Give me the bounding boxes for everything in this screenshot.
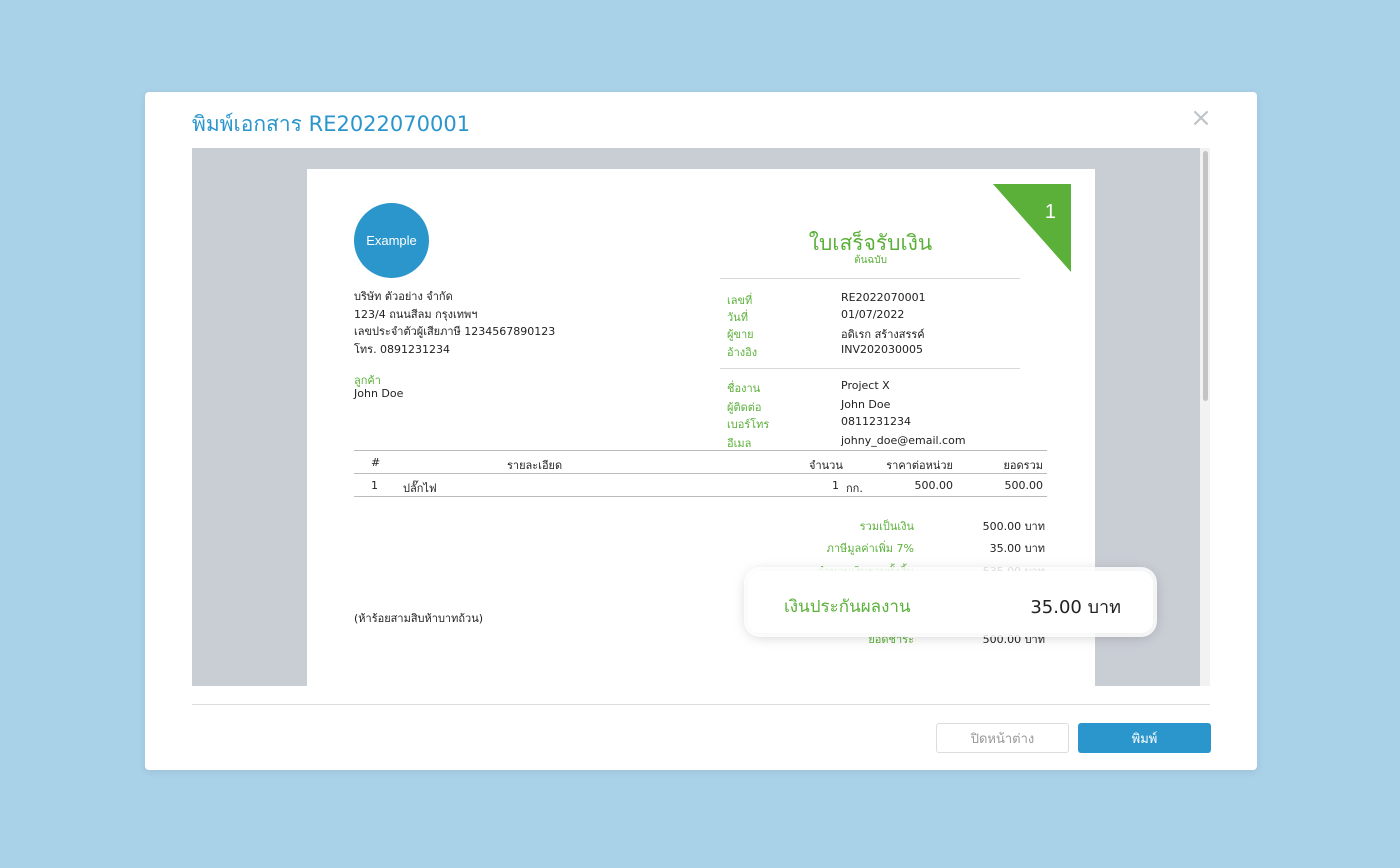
scrollbar-thumb[interactable] [1203,151,1208,401]
table-header-unit-price: ราคาต่อหน่วย [886,459,953,472]
table-header-total: ยอดรวม [1003,459,1043,472]
row-total: 500.00 [1004,479,1044,492]
copy-number: 1 [1044,201,1056,223]
meta-label: ผู้ขาย [727,328,754,341]
table-header-border [354,473,1047,474]
row-qty: 1 [832,479,839,492]
contact-value: johny_doe@email.com [841,434,966,447]
table-top-border [354,450,1047,451]
retention-highlight-callout: เงินประกันผลงาน 35.00 บาท [748,571,1153,633]
contact-label: เบอร์โทร [727,418,770,431]
company-tax-id: เลขประจำตัวผู้เสียภาษี 1234567890123 [354,325,556,338]
close-icon[interactable]: × [1190,103,1212,133]
row-unit-price: 500.00 [914,479,954,492]
net-label: ยอดชำระ [868,633,914,646]
customer-name: John Doe [354,387,404,400]
meta-value: 01/07/2022 [841,308,905,321]
preview-scrollbar[interactable] [1200,148,1210,686]
meta-label: อ้างอิง [727,346,758,359]
retention-label: เงินประกันผลงาน [784,597,911,617]
customer-label: ลูกค้า [354,374,381,387]
dialog-title: พิมพ์เอกสาร RE2022070001 [192,112,471,136]
contact-label: อีเมล [727,437,752,450]
row-detail: ปลั๊กไฟ [403,482,437,495]
summary-label: ภาษีมูลค่าเพิ่ม 7% [826,542,914,555]
logo-text: Example [366,233,417,248]
row-no: 1 [371,479,378,492]
divider [720,368,1020,369]
contact-label: ชื่องาน [727,382,761,395]
row-unit: กก. [846,482,863,495]
meta-value: อดิเรก สร้างสรรค์ [841,328,925,341]
company-address: 123/4 ถนนสีลม กรุงเทพฯ [354,308,478,321]
company-logo: Example [354,203,429,278]
amount-in-words: (ห้าร้อยสามสิบห้าบาทถ้วน) [354,612,484,625]
net-value: 500.00 บาท [982,633,1045,646]
print-dialog: พิมพ์เอกสาร RE2022070001 × 1 Example ใบเ… [145,92,1257,770]
meta-label: วันที่ [727,311,748,324]
divider [720,278,1020,279]
contact-value: John Doe [841,398,891,411]
meta-value: INV202030005 [841,343,923,356]
meta-label: เลขที่ [727,294,753,307]
table-header-qty: จำนวน [809,459,843,472]
contact-value: 0811231234 [841,415,911,428]
summary-label: รวมเป็นเงิน [859,520,914,533]
copy-corner-badge [993,184,1071,272]
document-subtitle: ต้นฉบับ [854,255,887,266]
summary-value: 500.00 บาท [982,520,1045,533]
contact-value: Project X [841,379,890,392]
retention-value: 35.00 บาท [1030,597,1121,618]
document-title: ใบเสร็จรับเงิน [808,231,933,255]
table-header-no: # [371,456,381,469]
contact-label: ผู้ติดต่อ [727,401,762,414]
close-window-button[interactable]: ปิดหน้าต่าง [936,723,1069,753]
table-header-detail: รายละเอียด [507,459,563,472]
meta-value: RE2022070001 [841,291,926,304]
company-name: บริษัท ตัวอย่าง จำกัด [354,290,453,303]
summary-value: 35.00 บาท [989,542,1045,555]
footer-divider [192,704,1210,705]
company-phone: โทร. 0891231234 [354,343,451,356]
table-bottom-border [354,496,1047,497]
print-button[interactable]: พิมพ์ [1078,723,1211,753]
document-preview[interactable]: 1 Example ใบเสร็จรับเงิน ต้นฉบับ บริษัท … [192,148,1210,686]
